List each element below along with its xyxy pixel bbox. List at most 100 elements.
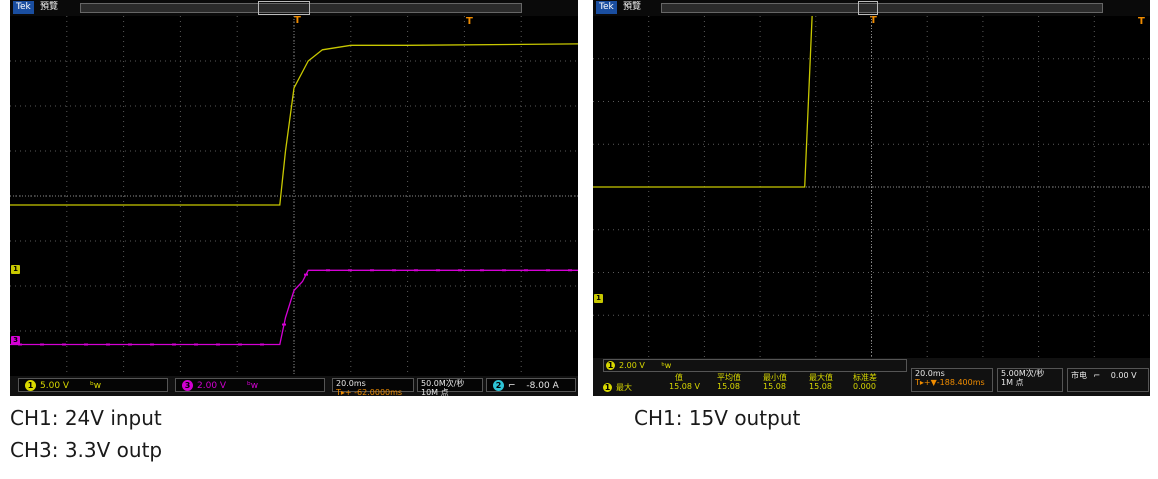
horizontal-readout[interactable]: 20.0ms T▸+▼-188.400ms [911,368,993,392]
acquisition-readout[interactable]: 50.0M次/秒 10M 点 [417,378,483,396]
time-per-div: 20.0ms [336,379,366,388]
ch1-bandwidth-icon: ᵇw [661,361,672,370]
measurement-table: 1 最大 值 平均值 最小值 最大值 标准差 15.08 V 15.08 15.0… [603,372,903,394]
ch3-ground-marker: 3 [11,336,20,345]
graticule [10,16,578,376]
acquisition-status: 預覽 [623,2,642,12]
meas-value-current: 15.08 V [669,382,700,391]
ch3-badge: 3 [182,380,193,391]
trigger-level-marker: T [1138,16,1145,27]
ch1-badge: 1 [25,380,36,391]
waveform-traces [10,43,578,346]
ch3-dot-marker [150,343,154,346]
ch3-dot-marker [568,269,572,272]
meas-value-max: 15.08 [809,382,832,391]
ch1-scale: 5.00 V [40,381,70,391]
ch3-scale: 2.00 V [197,381,227,391]
ch3-dot-marker [480,269,484,272]
meas-header-mean: 平均值 [717,373,741,382]
meas-header-stddev: 标准差 [853,373,877,382]
ch3-dot-marker [436,269,440,272]
trigger-position-marker: T [870,15,877,26]
caption-left-line2: CH3: 3.3V outp [10,438,163,462]
top-status-bar: Tek 預覽 [10,0,578,16]
ch3-dot-marker [216,343,220,346]
ch3-dot-marker [370,269,374,272]
horizontal-readout[interactable]: 20.0ms T▸+ -62.0000ms [332,378,414,396]
caption-left-line1: CH1: 24V input [10,406,162,430]
ch1-bandwidth-icon: ᵇw [89,381,102,391]
trigger-source-badge: 2 [493,380,504,391]
sample-rate: 50.0M次/秒 [421,379,465,388]
record-window-indicator [258,1,310,15]
ch3-dot-marker [62,343,66,346]
brand-logo: Tek [13,1,34,14]
ch1-scale-readout[interactable]: 1 5.00 V ᵇw [18,378,168,392]
trace-ch1 [593,16,813,188]
ch3-dot-marker [260,343,264,346]
meas-header-value: 值 [675,373,683,382]
horizontal-position: T▸+▼-188.400ms [915,378,985,387]
caption-right-line1: CH1: 15V output [634,406,801,430]
trigger-readout[interactable]: 市电 ⌐ 0.00 V [1067,368,1149,392]
ch3-dot-marker [414,269,418,272]
record-overview-bar [80,3,522,13]
meas-value-min: 15.08 [763,382,786,391]
waveform-display [593,16,1150,358]
ch3-dot-marker [546,269,550,272]
ch3-dot-marker [392,269,396,272]
ch3-scale-readout[interactable]: 3 2.00 V ᵇw [175,378,325,392]
waveform-display [10,16,578,376]
ch3-dot-marker [238,343,242,346]
trigger-level: 0.00 V [1110,371,1137,380]
ch3-dot-marker [194,343,198,346]
ch3-dot-marker [84,343,88,346]
meas-header-min: 最小值 [763,373,787,382]
record-overview-bar [661,3,1103,13]
bottom-settings-bar: 1 5.00 V ᵇw 3 2.00 V ᵇw 20.0ms T▸+ -62.000… [10,376,578,396]
ch3-dot-marker [502,269,506,272]
right-oscilloscope-screen: Tek 預覽 T T 1 1 2.00 V ᵇw 1 最大 值 平均值 最小值 最大… [593,0,1150,396]
trace-ch1 [10,43,578,206]
ch1-ground-marker: 1 [11,265,20,274]
trigger-level-marker: T [466,16,473,27]
record-length: 1M 点 [1001,378,1024,387]
ch3-dot-marker [458,269,462,272]
horizontal-position: T▸+ -62.0000ms [336,388,403,396]
bottom-settings-bar: 1 2.00 V ᵇw 1 最大 值 平均值 最小值 最大值 标准差 15.08 V… [593,358,1150,396]
ch3-dot-marker [282,323,286,326]
trigger-source: 市电 [1071,371,1087,380]
trigger-slope-icon: ⌐ [1093,371,1101,380]
brand-logo: Tek [596,1,617,14]
top-status-bar: Tek 預覽 [593,0,1150,16]
ch1-scale: 2.00 V [619,361,645,370]
ch3-dot-marker [128,343,132,346]
ch3-dot-marker [524,269,528,272]
acquisition-status: 預覽 [40,2,59,12]
ch3-dot-marker [326,269,330,272]
ch1-ground-marker: 1 [594,294,603,303]
ch3-dot-marker [172,343,176,346]
acquisition-readout[interactable]: 5.00M次/秒 1M 点 [997,368,1063,392]
ch3-dot-marker [106,343,110,346]
record-window-indicator [858,1,878,15]
waveform-traces [593,16,813,188]
ch3-dot-marker [18,343,22,346]
sample-rate: 5.00M次/秒 [1001,369,1045,378]
left-oscilloscope-screen: Tek 預覽 T T 1 3 1 5.00 V ᵇw 3 2.00 V ᵇw 20.… [10,0,578,396]
meas-value-stddev: 0.000 [853,382,876,391]
trigger-slope-icon: ⌐ [508,381,516,391]
ch3-dot-marker [304,273,308,276]
ch1-scale-readout[interactable]: 1 2.00 V ᵇw [603,359,907,372]
trace-ch3 [10,269,578,346]
trigger-position-marker: T [294,15,301,26]
meas-value-mean: 15.08 [717,382,740,391]
ch3-dot-marker [40,343,44,346]
ch3-dot-marker [348,269,352,272]
trigger-readout[interactable]: 2 ⌐ -8.00 A [486,378,576,392]
trigger-level: -8.00 A [526,381,559,391]
measurement-row-label: 1 最大 [603,383,632,392]
time-per-div: 20.0ms [915,369,945,378]
meas-header-max: 最大值 [809,373,833,382]
ch3-bandwidth-icon: ᵇw [246,381,259,391]
